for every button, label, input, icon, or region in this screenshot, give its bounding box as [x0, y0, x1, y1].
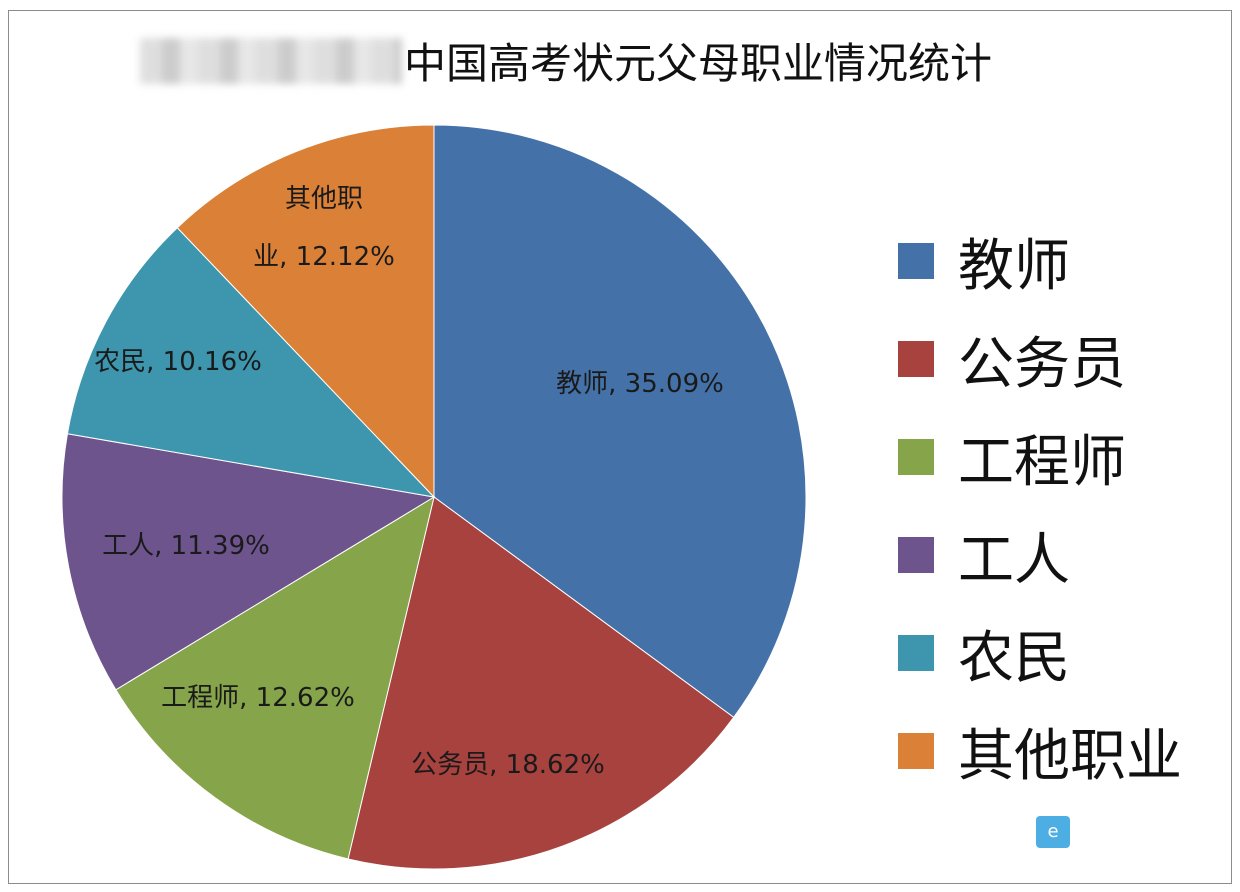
pie-slice-5	[66, 227, 436, 498]
legend: 教师公务员工程师工人农民其他职业	[898, 212, 1182, 800]
legend-item: 教师	[898, 212, 1182, 310]
slice-data-label-line: 业, 12.12%	[253, 242, 395, 272]
slice-data-label-4: 工人, 11.39%	[102, 531, 270, 561]
legend-swatch	[898, 733, 934, 769]
legend-swatch	[898, 635, 934, 671]
legend-item: 农民	[898, 604, 1182, 702]
legend-label: 教师	[958, 233, 1070, 299]
legend-item: 工人	[898, 506, 1182, 604]
legend-item: 工程师	[898, 408, 1182, 506]
legend-item: 公务员	[898, 310, 1182, 408]
slice-data-label-6: 其他职业, 12.12%	[244, 170, 404, 286]
legend-label: 公务员	[958, 331, 1126, 397]
legend-label: 其他职业	[958, 723, 1182, 789]
pie-slice-1	[433, 124, 807, 719]
legend-label: 工人	[958, 527, 1070, 593]
chart-title: 中国高考状元父母职业情况统计	[404, 39, 993, 88]
legend-swatch	[898, 341, 934, 377]
legend-item: 其他职业	[898, 702, 1182, 800]
slice-data-label-line: 其他职	[284, 184, 363, 214]
legend-swatch	[898, 537, 934, 573]
legend-label: 工程师	[958, 429, 1126, 495]
watermark-logo-icon: e	[1036, 816, 1070, 848]
slice-data-label-3: 工程师, 12.62%	[161, 683, 355, 713]
legend-swatch	[898, 243, 934, 279]
slice-data-label-2: 公务员, 18.62%	[411, 750, 605, 780]
pie-slice-2	[347, 496, 735, 870]
pie-slice-3	[115, 495, 435, 860]
blurred-title-prefix	[140, 38, 402, 84]
legend-label: 农民	[958, 625, 1070, 691]
legend-swatch	[898, 439, 934, 475]
pie-slice-4	[61, 433, 436, 691]
slice-data-label-1: 教师, 35.09%	[556, 369, 724, 399]
pie-slice-6	[176, 124, 435, 499]
slice-data-label-5: 农民, 10.16%	[94, 347, 262, 377]
